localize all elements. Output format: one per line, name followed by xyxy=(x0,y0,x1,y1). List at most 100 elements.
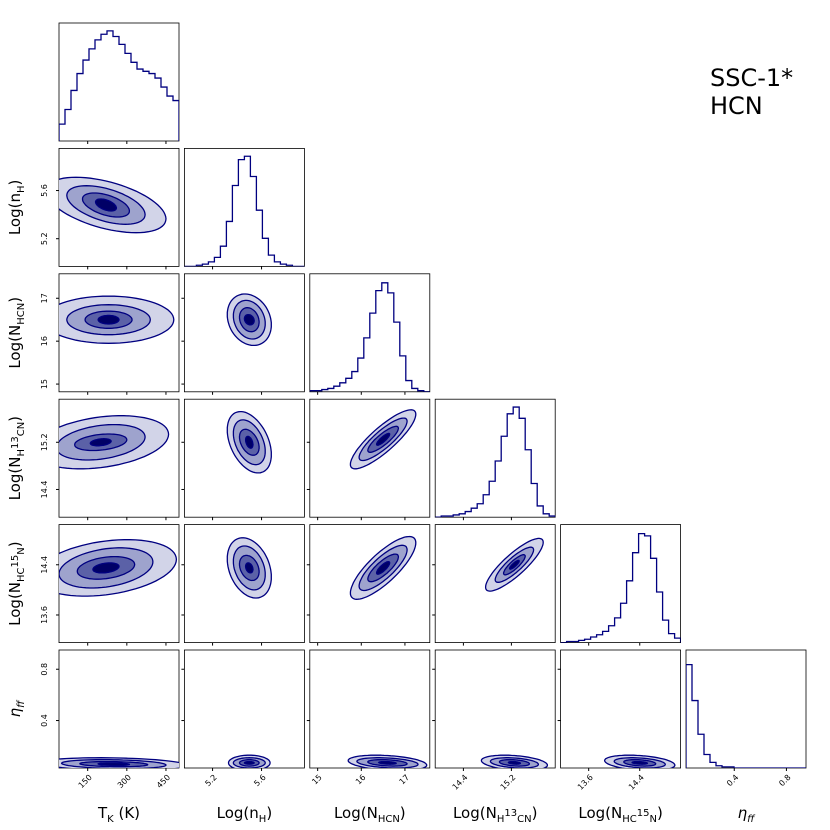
label-part: N xyxy=(16,547,27,554)
y-tick-label: 5.6 xyxy=(40,184,49,197)
y-tick-label: 14.4 xyxy=(40,556,49,574)
panel-frame xyxy=(560,524,681,643)
contour xyxy=(94,198,118,212)
label-part: H xyxy=(16,449,27,457)
contour xyxy=(243,313,255,326)
label-part: Log(N xyxy=(6,325,24,369)
contour xyxy=(244,562,254,574)
contour xyxy=(375,432,391,446)
panel-frame xyxy=(309,524,431,643)
label-part: H xyxy=(16,185,27,193)
axis-label: Log(NHCN) xyxy=(334,804,406,825)
label-part: Log(N xyxy=(334,804,378,822)
panel-frame xyxy=(434,649,556,769)
x-tick-label: 15 xyxy=(310,773,324,787)
label-part: 13 xyxy=(504,808,517,819)
x-tick-label: 17 xyxy=(398,773,412,787)
contour xyxy=(507,760,522,765)
panel-frame xyxy=(183,524,305,643)
label-part: HC xyxy=(16,567,27,582)
panel-frame xyxy=(183,273,305,393)
label-part: Log(N xyxy=(6,457,24,501)
panel-frame xyxy=(183,398,305,518)
contour xyxy=(244,435,254,449)
contour xyxy=(89,438,112,447)
label-part: H xyxy=(497,814,505,825)
label-part: Log(N xyxy=(578,804,622,822)
panel-frame xyxy=(309,649,431,769)
histogram xyxy=(560,532,681,643)
panel-frame xyxy=(183,147,305,267)
label-part: 15 xyxy=(637,808,650,819)
label-part: (K) xyxy=(114,804,140,822)
axis-label: ηff xyxy=(6,699,27,718)
x-tick-label: 0.4 xyxy=(725,773,740,788)
label-part: CN xyxy=(16,422,27,436)
label-part: ff xyxy=(747,814,756,825)
panel-frame xyxy=(560,649,681,769)
y-tick-label: 17 xyxy=(40,293,49,303)
contour xyxy=(97,314,120,325)
label-part: ) xyxy=(657,804,663,822)
histogram xyxy=(435,406,556,518)
contour xyxy=(508,559,520,570)
annotation: SSC-1* xyxy=(710,64,793,92)
label-part: K xyxy=(107,814,114,825)
axis-label: Log(NHC15N) xyxy=(6,541,27,625)
histogram xyxy=(59,30,179,141)
y-tick-label: 15.2 xyxy=(40,433,49,451)
contour xyxy=(375,560,391,575)
axis-label: ηff xyxy=(738,804,757,825)
label-part: ) xyxy=(266,804,272,822)
label-part: ) xyxy=(6,416,24,422)
y-tick-label: 13.6 xyxy=(40,606,49,624)
label-part: ) xyxy=(6,541,24,547)
label-part: ) xyxy=(532,804,538,822)
label-part: Log(n xyxy=(217,804,259,822)
x-tick-label: 14.4 xyxy=(627,773,646,792)
x-tick-label: 13.6 xyxy=(576,773,595,792)
x-tick-label: 300 xyxy=(116,773,133,790)
y-tick-label: 0.4 xyxy=(40,714,49,727)
panel-frame xyxy=(434,524,556,643)
axis-label: Log(NHCN) xyxy=(6,297,27,369)
label-part: CN xyxy=(517,814,531,825)
label-part: H xyxy=(259,814,267,825)
histogram xyxy=(686,663,806,768)
label-part: T xyxy=(97,804,108,822)
contour xyxy=(243,760,255,765)
x-tick-label: 15.2 xyxy=(499,773,518,792)
panel-frame xyxy=(434,398,556,518)
x-tick-label: 5.6 xyxy=(252,773,267,788)
contour xyxy=(92,562,120,574)
label-part: ff xyxy=(16,699,27,708)
x-tick-label: 14.4 xyxy=(451,773,470,792)
y-tick-label: 16 xyxy=(40,336,49,346)
label-part: ) xyxy=(6,297,24,303)
y-tick-label: 15 xyxy=(40,379,49,389)
histogram xyxy=(309,282,430,392)
axis-label: Log(NH13CN) xyxy=(453,804,537,825)
label-part: HCN xyxy=(378,814,400,825)
axis-label: Log(nH) xyxy=(217,804,273,825)
label-part: HC xyxy=(622,814,637,825)
label-part: 15 xyxy=(10,555,21,568)
contour xyxy=(97,762,131,767)
contour xyxy=(631,760,649,765)
axis-label: Log(nH) xyxy=(6,180,27,236)
y-tick-label: 0.8 xyxy=(40,663,49,676)
x-tick-label: 16 xyxy=(354,773,368,787)
y-tick-label: 5.2 xyxy=(40,232,49,245)
label-part: 13 xyxy=(10,436,21,449)
label-part: η xyxy=(6,707,24,717)
panel-frame xyxy=(183,649,305,769)
label-part: Log(N xyxy=(6,582,24,626)
label-part: ) xyxy=(6,180,24,186)
annotation: HCN xyxy=(710,92,763,120)
histogram xyxy=(184,155,305,267)
label-part: N xyxy=(649,814,656,825)
axis-label: Log(NHC15N) xyxy=(578,804,662,825)
panel-frame xyxy=(58,22,180,142)
label-part: HCN xyxy=(16,303,27,325)
